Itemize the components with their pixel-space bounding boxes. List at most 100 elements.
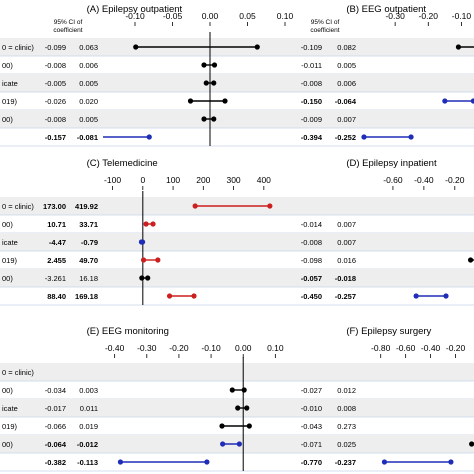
ci-lower: -0.150 <box>301 97 322 106</box>
ci-upper: -0.012 <box>77 440 98 449</box>
row-label: 019) <box>2 97 18 106</box>
ci-endpoint <box>204 459 210 465</box>
ci-upper: 0.273 <box>337 422 356 431</box>
ci-endpoint <box>443 293 449 299</box>
ci-lower: -0.098 <box>301 256 322 265</box>
ci-lower: -0.034 <box>45 386 66 395</box>
ci-endpoint <box>211 80 217 86</box>
ci-endpoint <box>222 98 228 104</box>
ci-endpoint <box>235 405 241 411</box>
ci-upper: 0.005 <box>79 79 98 88</box>
ci-upper: 0.006 <box>337 79 356 88</box>
ci-upper: 0.020 <box>79 97 98 106</box>
ci-endpoint <box>220 441 226 447</box>
row-band <box>290 38 474 56</box>
ci-endpoint <box>413 293 419 299</box>
row-band <box>0 197 290 215</box>
row-band <box>290 269 474 287</box>
x-tick-label: -0.20 <box>419 11 439 21</box>
ci-lower: -0.026 <box>45 97 66 106</box>
ci-lower: -0.057 <box>301 274 322 283</box>
ci-endpoint <box>201 62 207 68</box>
row-band <box>290 74 474 92</box>
ci-endpoint <box>469 441 474 447</box>
x-tick-label: -0.20 <box>445 175 465 185</box>
x-tick-label: -0.40 <box>414 175 434 185</box>
ci-endpoint <box>203 80 209 86</box>
ci-header: coefficient <box>310 27 339 34</box>
row-band <box>0 74 290 92</box>
x-tick-label: -0.30 <box>137 343 157 353</box>
row-label: 0 = clinic) <box>2 202 34 211</box>
ci-upper: -0.237 <box>335 458 356 467</box>
ci-upper: 0.003 <box>79 386 98 395</box>
ci-lower: -3.261 <box>45 274 66 283</box>
ci-lower: -4.47 <box>49 238 66 247</box>
ci-endpoint <box>219 423 225 429</box>
ci-upper: 0.025 <box>337 440 356 449</box>
ci-endpoint <box>192 203 198 209</box>
ci-upper: 0.006 <box>79 61 98 70</box>
ci-lower: -0.027 <box>301 386 322 395</box>
row-label: 0 = clinic) <box>2 368 34 377</box>
ci-lower: -0.064 <box>45 440 67 449</box>
panel-title: (C) Telemedicine <box>87 158 158 169</box>
ci-header: coefficient <box>53 27 82 34</box>
ci-upper: 33.71 <box>79 220 98 229</box>
x-tick-label: -0.10 <box>452 11 472 21</box>
ci-lower: 173.00 <box>43 202 66 211</box>
ci-endpoint <box>455 44 462 50</box>
ci-header: 95% CI of <box>311 19 340 26</box>
ci-lower: -0.010 <box>301 404 322 413</box>
ci-endpoint <box>140 257 147 263</box>
panel-e: (E) EEG monitoring -0.40 -0.30 -0.20 -0.10 0.… <box>0 326 290 472</box>
ci-lower: -0.099 <box>45 43 66 52</box>
x-tick-label: 0.10 <box>267 343 284 353</box>
ci-upper: 0.007 <box>337 220 356 229</box>
ci-upper: -0.79 <box>81 238 98 247</box>
ci-lower: -0.011 <box>301 61 322 70</box>
row-band <box>290 233 474 251</box>
ci-upper: 0.063 <box>79 43 98 52</box>
row-band <box>290 363 474 381</box>
x-tick-label: -0.20 <box>446 343 466 353</box>
ci-endpoint <box>155 257 161 263</box>
ci-upper: -0.064 <box>335 97 357 106</box>
ci-endpoint <box>191 293 197 299</box>
ci-lower: -0.008 <box>301 79 322 88</box>
row-band <box>290 110 474 128</box>
ci-endpoint <box>187 98 194 104</box>
row-label: 00) <box>2 386 13 395</box>
x-tick-label: -0.60 <box>383 175 403 185</box>
ci-upper: 0.012 <box>337 386 356 395</box>
x-tick-label: 0 <box>140 175 145 185</box>
ci-endpoint <box>361 134 367 140</box>
row-band <box>0 435 290 453</box>
ci-lower: -0.008 <box>301 238 322 247</box>
row-label: 019) <box>2 256 18 265</box>
ci-lower: 2.455 <box>47 256 66 265</box>
row-label: icate <box>2 238 18 247</box>
ci-endpoint <box>146 134 152 140</box>
ci-endpoint <box>470 98 474 104</box>
row-label: 00) <box>2 115 13 124</box>
ci-endpoint <box>201 116 207 122</box>
ci-endpoint <box>229 387 235 393</box>
ci-lower: -0.109 <box>301 43 322 52</box>
ci-upper: -0.081 <box>77 133 98 142</box>
ci-upper: 0.007 <box>337 238 356 247</box>
row-label: 0 = clinic) <box>2 43 34 52</box>
x-tick-label: -0.05 <box>163 11 183 21</box>
ci-lower: -0.014 <box>301 220 322 229</box>
ci-upper: 0.016 <box>337 256 356 265</box>
panel-title: (B) EEG outpatient <box>346 4 426 15</box>
ci-lower: 88.40 <box>47 292 66 301</box>
ci-lower: -0.008 <box>45 61 66 70</box>
row-label: icate <box>2 79 18 88</box>
x-tick-label: -0.10 <box>201 343 221 353</box>
row-label: 00) <box>2 440 13 449</box>
row-label: icate <box>2 404 18 413</box>
ci-lower: -0.017 <box>45 404 66 413</box>
ci-lower: -0.009 <box>301 115 322 124</box>
ci-lower: -0.157 <box>45 133 66 142</box>
